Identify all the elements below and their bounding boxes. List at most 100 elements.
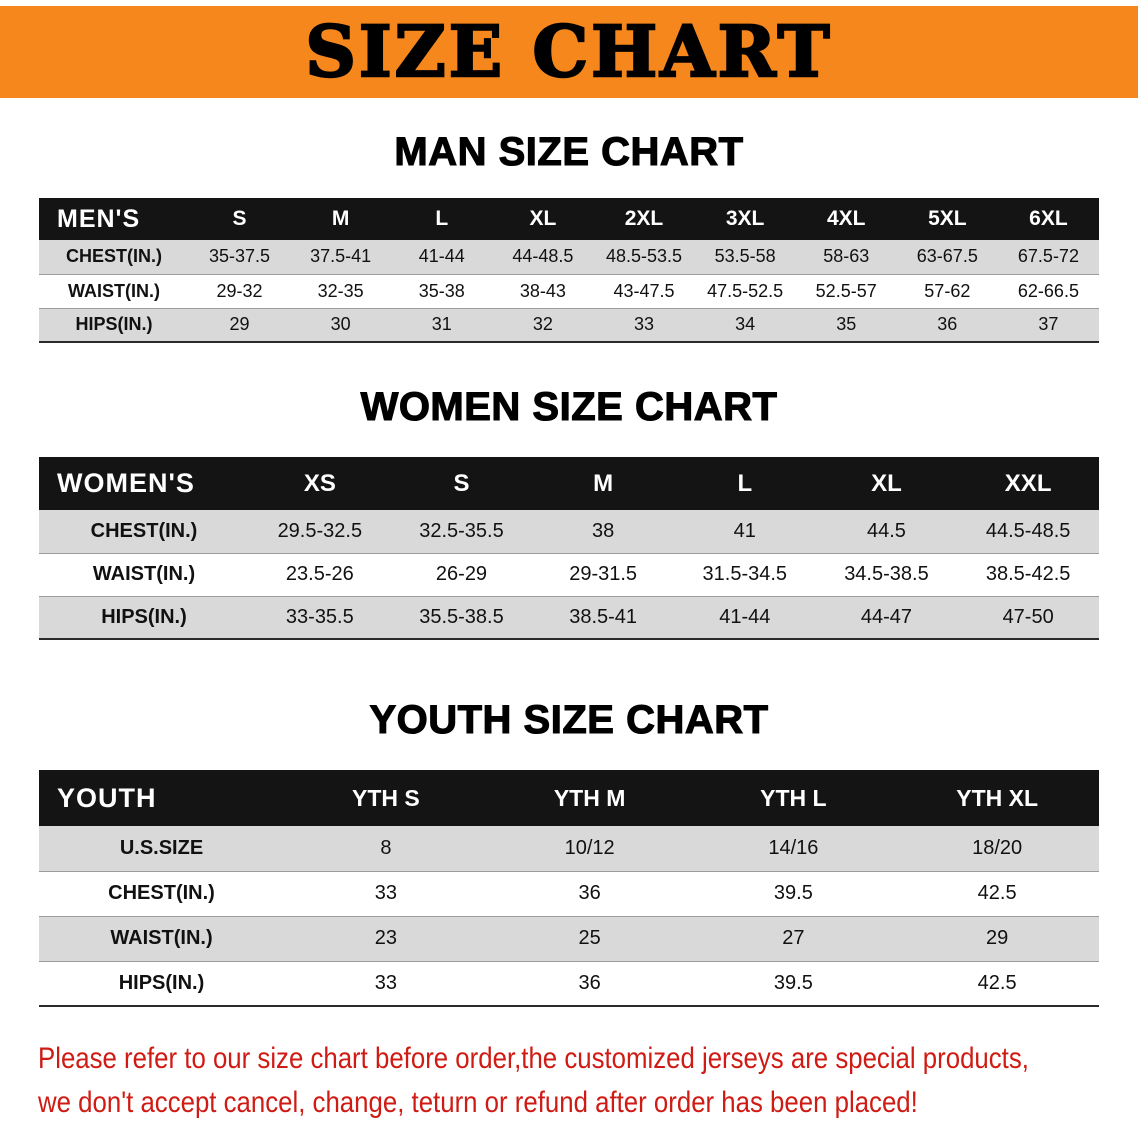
size-value: 31 — [391, 308, 493, 343]
youth-header-row: YOUTH YTH S YTH M YTH L YTH XL — [39, 770, 1099, 826]
table-row: WAIST(IN.) 23 25 27 29 — [39, 916, 1099, 962]
size-value: 35 — [795, 308, 897, 343]
size-value: 37.5-41 — [290, 240, 392, 275]
men-size-table: MEN'S S M L XL 2XL 3XL 4XL 5XL 6XL CHEST… — [39, 198, 1099, 343]
size-value: 38 — [532, 510, 674, 554]
size-value: 63-67.5 — [896, 240, 998, 275]
disclaimer-text: Please refer to our size chart before or… — [0, 1037, 1138, 1125]
table-title-cell: MEN'S — [39, 198, 189, 240]
size-value: 34.5-38.5 — [815, 553, 958, 597]
size-value: 42.5 — [895, 961, 1099, 1007]
table-row: WAIST(IN.) 23.5-26 26-29 29-31.5 31.5-34… — [39, 553, 1099, 597]
row-label: CHEST(IN.) — [39, 510, 249, 554]
size-value: 31.5-34.5 — [673, 553, 816, 597]
size-value: 32-35 — [290, 274, 392, 309]
size-value: 48.5-53.5 — [593, 240, 695, 275]
size-value: 33 — [284, 961, 488, 1007]
row-label: U.S.SIZE — [39, 826, 284, 872]
size-value: 58-63 — [795, 240, 897, 275]
size-value: 26-29 — [390, 553, 533, 597]
size-value: 42.5 — [895, 871, 1099, 917]
size-value: 35.5-38.5 — [390, 596, 533, 640]
size-value: 37 — [997, 308, 1099, 343]
size-value: 27 — [691, 916, 896, 962]
size-column-header: YTH S — [284, 770, 488, 826]
size-value: 44-48.5 — [492, 240, 594, 275]
men-size-section: MAN SIZE CHART MEN'S S M L XL 2XL 3XL 4X… — [0, 128, 1138, 343]
size-value: 35-38 — [391, 274, 493, 309]
table-title-cell: WOMEN'S — [39, 457, 249, 510]
table-row: CHEST(IN.) 33 36 39.5 42.5 — [39, 871, 1099, 917]
row-label: CHEST(IN.) — [39, 240, 189, 275]
size-value: 23.5-26 — [249, 553, 391, 597]
size-value: 47.5-52.5 — [694, 274, 796, 309]
women-size-section: WOMEN SIZE CHART WOMEN'S XS S M L XL XXL… — [0, 383, 1138, 640]
men-header-row: MEN'S S M L XL 2XL 3XL 4XL 5XL 6XL — [39, 198, 1099, 240]
size-value: 41 — [673, 510, 816, 554]
table-title-cell: YOUTH — [39, 770, 284, 826]
size-value: 44.5 — [815, 510, 958, 554]
table-row: U.S.SIZE 8 10/12 14/16 18/20 — [39, 826, 1099, 872]
size-value: 10/12 — [487, 826, 692, 872]
size-value: 29 — [895, 916, 1099, 962]
size-value: 29-32 — [189, 274, 291, 309]
table-row: HIPS(IN.) 33-35.5 35.5-38.5 38.5-41 41-4… — [39, 596, 1099, 640]
size-column-header: M — [290, 198, 392, 240]
size-value: 39.5 — [691, 961, 896, 1007]
size-column-header: S — [189, 198, 291, 240]
size-value: 67.5-72 — [997, 240, 1099, 275]
size-value: 18/20 — [895, 826, 1099, 872]
size-value: 38-43 — [492, 274, 594, 309]
youth-size-table: YOUTH YTH S YTH M YTH L YTH XL U.S.SIZE … — [39, 770, 1099, 1007]
size-value: 52.5-57 — [795, 274, 897, 309]
size-value: 62-66.5 — [997, 274, 1099, 309]
men-section-heading: MAN SIZE CHART — [394, 129, 744, 174]
size-value: 33 — [284, 871, 488, 917]
size-value: 39.5 — [691, 871, 896, 917]
size-column-header: M — [532, 457, 674, 510]
size-column-header: YTH XL — [895, 770, 1099, 826]
size-value: 8 — [284, 826, 488, 872]
row-label: HIPS(IN.) — [39, 308, 189, 343]
size-column-header: XS — [249, 457, 391, 510]
size-column-header: L — [391, 198, 493, 240]
row-label: WAIST(IN.) — [39, 274, 189, 309]
size-value: 44-47 — [815, 596, 958, 640]
size-value: 29 — [189, 308, 291, 343]
disclaimer-line-1: Please refer to our size chart before or… — [38, 1042, 1029, 1075]
size-column-header: L — [673, 457, 816, 510]
size-column-header: XL — [492, 198, 594, 240]
size-chart-banner: SIZE CHART — [0, 6, 1138, 98]
banner-title: SIZE CHART — [304, 10, 833, 93]
row-label: CHEST(IN.) — [39, 871, 284, 917]
youth-section-heading: YOUTH SIZE CHART — [369, 697, 769, 742]
women-size-table: WOMEN'S XS S M L XL XXL CHEST(IN.) 29.5-… — [39, 457, 1099, 640]
row-label: HIPS(IN.) — [39, 596, 249, 640]
table-row: WAIST(IN.) 29-32 32-35 35-38 38-43 43-47… — [39, 274, 1099, 309]
size-value: 14/16 — [691, 826, 896, 872]
size-value: 35-37.5 — [189, 240, 291, 275]
youth-size-section: YOUTH SIZE CHART YOUTH YTH S YTH M YTH L… — [0, 696, 1138, 1007]
size-value: 34 — [694, 308, 796, 343]
size-value: 43-47.5 — [593, 274, 695, 309]
size-value: 30 — [290, 308, 392, 343]
row-label: WAIST(IN.) — [39, 916, 284, 962]
size-value: 38.5-42.5 — [957, 553, 1099, 597]
size-value: 57-62 — [896, 274, 998, 309]
row-label: HIPS(IN.) — [39, 961, 284, 1007]
size-column-header: YTH L — [691, 770, 896, 826]
women-section-heading: WOMEN SIZE CHART — [360, 384, 778, 429]
row-label: WAIST(IN.) — [39, 553, 249, 597]
size-value: 33 — [593, 308, 695, 343]
size-value: 36 — [487, 961, 692, 1007]
size-value: 29-31.5 — [532, 553, 674, 597]
size-column-header: 4XL — [795, 198, 897, 240]
size-value: 23 — [284, 916, 488, 962]
table-row: HIPS(IN.) 33 36 39.5 42.5 — [39, 961, 1099, 1007]
women-header-row: WOMEN'S XS S M L XL XXL — [39, 457, 1099, 510]
size-value: 41-44 — [391, 240, 493, 275]
size-column-header: 5XL — [896, 198, 998, 240]
table-row: CHEST(IN.) 29.5-32.5 32.5-35.5 38 41 44.… — [39, 510, 1099, 554]
size-value: 32 — [492, 308, 594, 343]
size-column-header: S — [390, 457, 533, 510]
